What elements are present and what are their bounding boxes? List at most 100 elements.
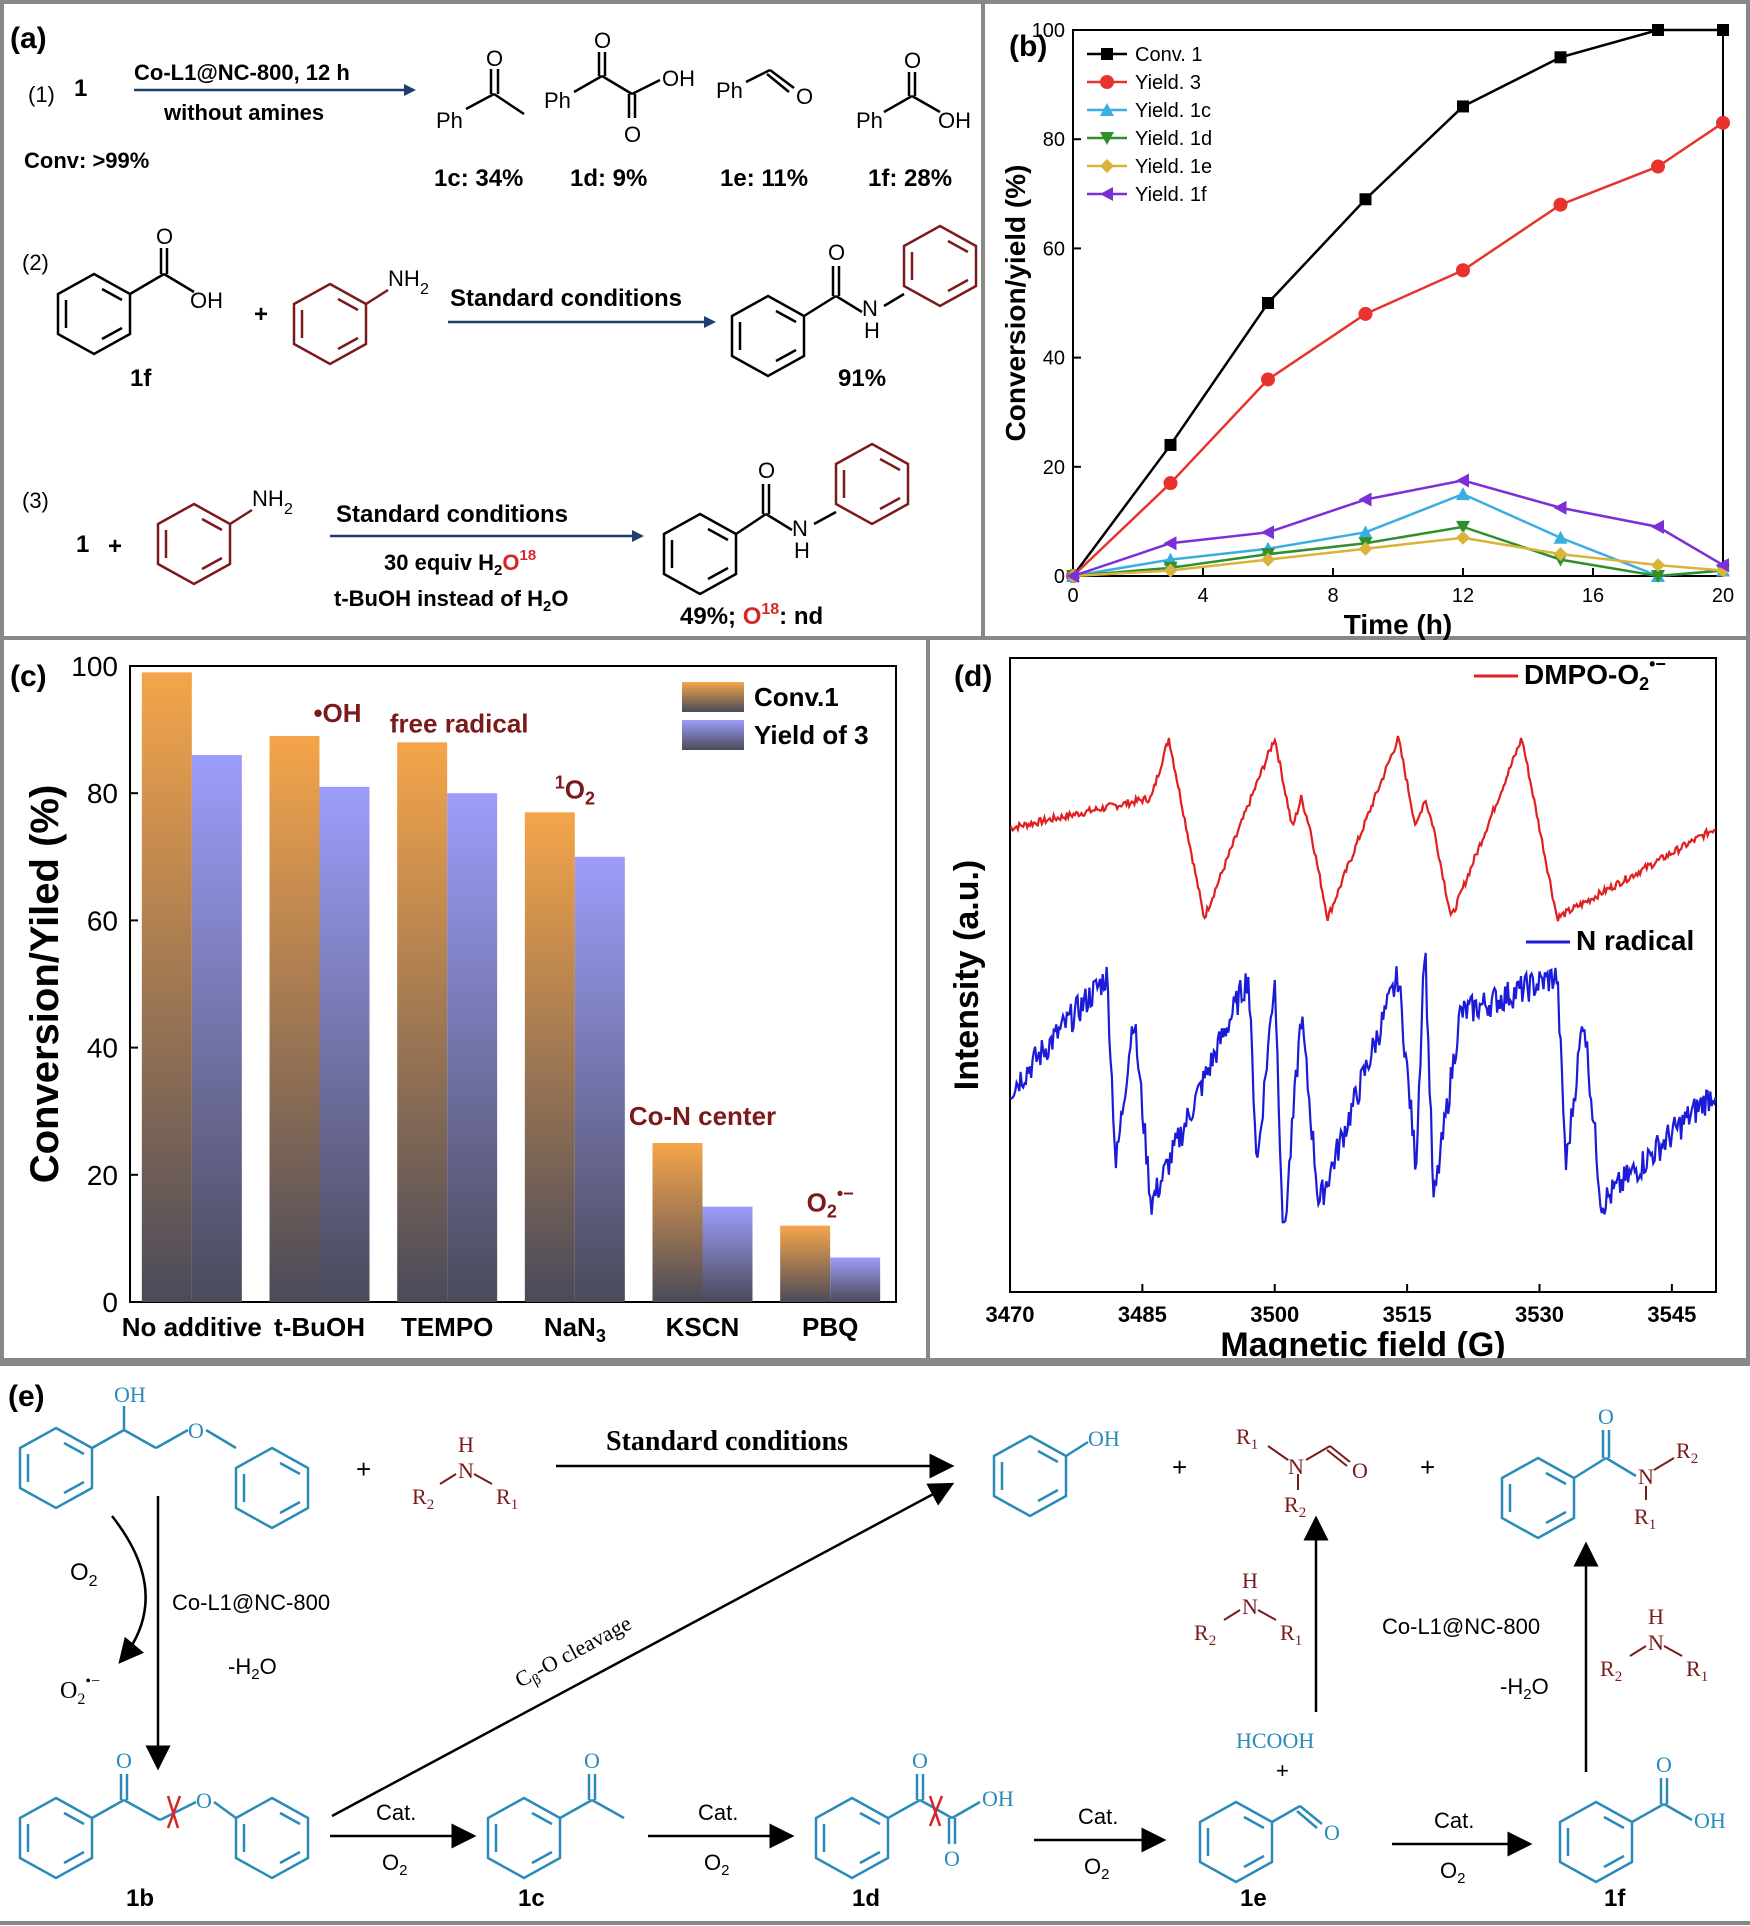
annotation-sup: •− <box>837 1184 854 1204</box>
data-point <box>1066 569 1079 583</box>
amide-product-structure <box>1500 1430 1637 1540</box>
amine-right-h: H <box>1648 1604 1664 1629</box>
hcooh: HCOOH <box>1236 1728 1314 1753</box>
phenol-structure <box>992 1434 1089 1518</box>
panel-e-mechanism: (e) OH O + H N R2 R1 Standard conditions <box>8 1380 1726 1912</box>
legend-label: Yield. 3 <box>1135 72 1201 94</box>
1d-o2: O <box>624 122 641 147</box>
data-point <box>1164 438 1177 451</box>
r3-yield: 49%; O18: nd <box>680 601 823 630</box>
x-tick-label: 0 <box>1067 585 1078 607</box>
legend-label: Conv. 1 <box>1135 44 1202 66</box>
data-point <box>1262 297 1274 309</box>
bar <box>702 1206 753 1302</box>
series-conv-1 <box>1067 24 1729 582</box>
cat-4: Cat. <box>1434 1808 1474 1833</box>
1b-o2: O <box>196 1788 212 1813</box>
x-tick-label: NaN3 <box>544 1312 606 1346</box>
amide-nr2 <box>1645 1457 1675 1500</box>
legend-marker <box>1100 132 1114 145</box>
x-tick-subscript: 3 <box>596 1326 606 1346</box>
structure-1d <box>573 52 661 118</box>
product-1e-yield: 1e: 11% <box>720 165 808 192</box>
product-1f-yield: 1f: 28% <box>868 165 952 192</box>
x-tick-label: No additive <box>122 1312 262 1342</box>
minus-water-left: -H2O <box>228 1654 277 1683</box>
r1-number: (1) <box>28 82 55 107</box>
x-tick-label: 3470 <box>986 1302 1035 1327</box>
series-yield-1f <box>1066 473 1729 583</box>
amine-right <box>1629 1645 1683 1657</box>
1b-o1: O <box>116 1748 132 1773</box>
minus-water-right: -H2O <box>1500 1674 1549 1703</box>
data-point <box>1553 500 1567 515</box>
amine-r2: R2 <box>412 1484 434 1513</box>
label-1d: 1d <box>852 1885 880 1912</box>
amine-h: H <box>458 1432 474 1457</box>
panel-e: (e) OH O + H N R2 R1 Standard conditions <box>0 1362 1750 1925</box>
y-tick-label: 40 <box>87 1033 118 1064</box>
series-line <box>1072 536 1724 578</box>
amine-r1: R1 <box>496 1484 518 1513</box>
plus-formamide: + <box>1172 1452 1187 1482</box>
r2-acid-label: 1f <box>130 365 152 392</box>
data-point <box>1163 563 1178 578</box>
o2-reactant: O2 <box>70 1559 98 1590</box>
legend-swatch <box>682 682 744 712</box>
1c-ph: Ph <box>436 108 463 133</box>
r2-plus: + <box>254 301 268 328</box>
amine-mid-h: H <box>1242 1568 1258 1593</box>
x-tick-label: t-BuOH <box>274 1312 365 1342</box>
formamide-r1: R1 <box>1236 1424 1258 1453</box>
x-tick-label: TEMPO <box>401 1312 493 1342</box>
bar-annotation: Co-N center <box>629 1101 776 1131</box>
bar <box>447 793 498 1302</box>
y-tick-label: 60 <box>1043 238 1065 260</box>
formamide-r2: R2 <box>1284 1492 1306 1521</box>
panel-d: (d) 3470 3485 3500 3515 3530 3545 Magnetic fie… <box>930 640 1750 1364</box>
y-tick-label: 20 <box>87 1160 118 1191</box>
bar <box>397 742 448 1302</box>
plot-frame <box>129 665 897 1303</box>
formamide-n: N <box>1288 1454 1304 1479</box>
panel-a-label: (a) <box>10 22 47 55</box>
amine-n: N <box>458 1458 474 1483</box>
legend-label: Yield. 1d <box>1135 128 1212 150</box>
amine-right-n: N <box>1648 1630 1664 1655</box>
cat-2: Cat. <box>698 1800 738 1825</box>
1a-oh: OH <box>114 1382 146 1407</box>
r3-number: (3) <box>22 488 49 513</box>
standard-conditions-label: Standard conditions <box>606 1426 848 1457</box>
amide-o: O <box>1598 1404 1614 1429</box>
data-point <box>1456 473 1469 488</box>
benzoic-acid-structure <box>56 248 195 356</box>
product-1c-yield: 1c: 34% <box>434 165 523 192</box>
data-point <box>1456 520 1470 534</box>
data-point <box>1651 159 1665 174</box>
series-line <box>1071 28 1723 577</box>
scissors-icon <box>166 1795 182 1829</box>
o2-1: O2 <box>382 1850 407 1879</box>
bar <box>830 1257 881 1302</box>
data-point <box>1163 536 1177 551</box>
substrate-1a-structure <box>18 1406 310 1530</box>
data-point <box>1261 372 1275 387</box>
bar <box>191 755 242 1302</box>
panel-a: (a) (1) 1 Co-L1@NC-800, 12 h without ami… <box>0 0 985 640</box>
legend-label: Yield. 1f <box>1135 184 1207 206</box>
plot-frame <box>1009 657 1717 1293</box>
aniline-structure-r3 <box>156 502 253 586</box>
series-yield-1d <box>1066 520 1730 583</box>
series-line <box>1072 492 1724 578</box>
r2-product-h: H <box>864 318 880 343</box>
o2-3: O2 <box>1084 1854 1109 1883</box>
structure-1c <box>465 69 525 116</box>
bar <box>524 812 575 1302</box>
1d-mech-o2: O <box>944 1846 960 1871</box>
amine-mid-r2: R2 <box>1194 1620 1216 1649</box>
r3-nh2-sub: 2 <box>284 501 293 518</box>
r3-condition-water: 30 equiv H2O18 <box>384 547 536 579</box>
structure-1c-mech <box>486 1774 625 1880</box>
data-point <box>1652 24 1664 36</box>
r1-substrate: 1 <box>74 75 87 102</box>
